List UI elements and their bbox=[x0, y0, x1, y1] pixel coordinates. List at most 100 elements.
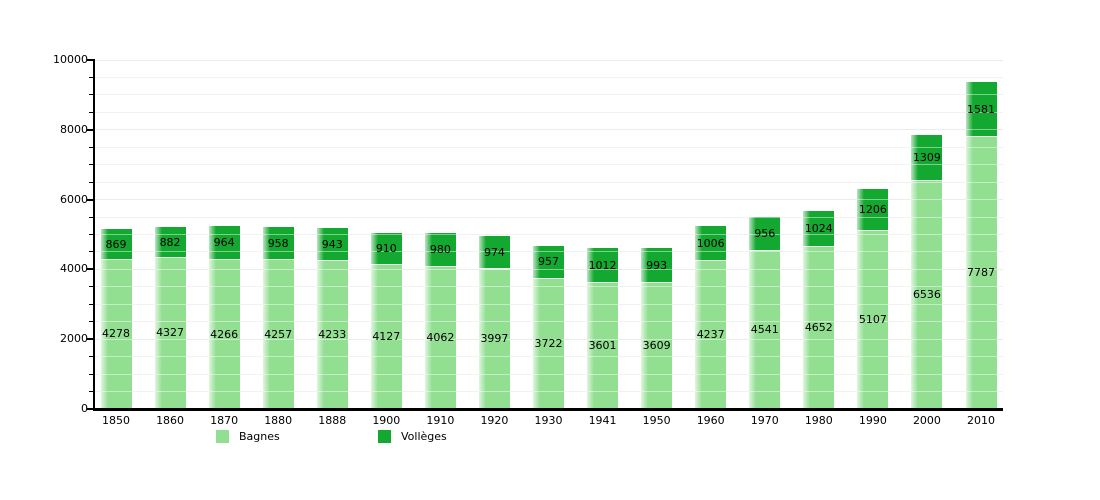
value-label-bagnes-1860: 4327 bbox=[156, 326, 185, 340]
value-label-volleges-1970: 956 bbox=[754, 226, 776, 240]
bar-1870-bagnes bbox=[208, 260, 240, 409]
gridline-overlay-3000 bbox=[95, 303, 1003, 305]
gridline-8000 bbox=[95, 129, 1003, 131]
x-tick-label-1850: 1850 bbox=[102, 414, 130, 427]
bar-1990-volleges bbox=[857, 188, 889, 231]
bar-1880-bagnes bbox=[262, 260, 294, 409]
value-label-volleges-1941: 1012 bbox=[588, 258, 617, 272]
value-label-volleges-1920: 974 bbox=[483, 245, 505, 259]
gridline-overlay-7500 bbox=[95, 146, 1003, 148]
y-tick-label-4000: 4000 bbox=[60, 262, 88, 276]
bar-1850-bagnes bbox=[100, 259, 132, 409]
gridline-8500 bbox=[95, 111, 1003, 113]
gridline-7000 bbox=[95, 164, 1003, 166]
gridline-overlay-1500 bbox=[95, 356, 1003, 358]
value-label-volleges-1870: 964 bbox=[213, 236, 235, 250]
y-axis-tick-500 bbox=[89, 391, 95, 393]
bar-1850-volleges bbox=[100, 229, 132, 260]
x-axis-line bbox=[93, 408, 1003, 411]
gridline-5000 bbox=[95, 234, 1003, 235]
y-axis-line bbox=[93, 60, 95, 410]
bar-1930-bagnes bbox=[533, 279, 564, 409]
gridline-overlay-2000 bbox=[95, 338, 1003, 340]
gridline-overlay-1000 bbox=[95, 373, 1003, 375]
value-label-volleges-1850: 869 bbox=[105, 237, 127, 251]
y-axis-tick-5000 bbox=[89, 234, 95, 235]
bar-1870-volleges bbox=[208, 226, 240, 261]
x-tick-label-1930: 1930 bbox=[534, 414, 563, 427]
bar-1960-volleges bbox=[695, 226, 727, 262]
value-label-bagnes-1850: 4278 bbox=[102, 327, 130, 341]
bar-1941-volleges bbox=[587, 248, 619, 284]
bar-1910-volleges bbox=[424, 233, 456, 268]
value-label-bagnes-1960: 4237 bbox=[696, 328, 725, 342]
y-tick-label-6000: 6000 bbox=[60, 192, 88, 206]
y-axis-tick-7000 bbox=[89, 164, 95, 166]
bar-1910-bagnes bbox=[424, 267, 456, 409]
value-label-bagnes-1970: 4541 bbox=[750, 322, 779, 336]
value-label-volleges-1950: 993 bbox=[646, 258, 668, 272]
gridline-overlay-8000 bbox=[95, 129, 1003, 131]
legend-label-volleges: Vollèges bbox=[401, 430, 447, 443]
gridline-overlay-10000 bbox=[95, 59, 1003, 61]
value-label-bagnes-1920: 3997 bbox=[480, 332, 509, 346]
value-label-bagnes-1870: 4266 bbox=[210, 327, 239, 341]
value-label-bagnes-1880: 4257 bbox=[264, 327, 293, 341]
x-tick-label-1980: 1980 bbox=[804, 414, 833, 427]
bar-1860-volleges bbox=[154, 227, 186, 258]
y-axis-tick-6500 bbox=[89, 181, 95, 183]
gridline-9500 bbox=[95, 76, 1003, 78]
gridline-overlay-5500 bbox=[95, 216, 1003, 218]
y-axis-tick-9000 bbox=[89, 94, 95, 96]
bar-1860-bagnes bbox=[154, 257, 186, 409]
gridline-5500 bbox=[95, 216, 1003, 218]
value-label-volleges-2010: 1581 bbox=[967, 102, 995, 116]
x-tick-label-2000: 2000 bbox=[912, 414, 941, 427]
y-axis-tick-2500 bbox=[89, 321, 95, 323]
gridline-overlay-500 bbox=[95, 391, 1003, 393]
value-label-volleges-1860: 882 bbox=[159, 235, 181, 249]
gridline-overlay-6000 bbox=[95, 199, 1003, 201]
y-axis-tick-8000 bbox=[87, 128, 95, 131]
bar-1960-bagnes bbox=[695, 261, 727, 409]
bar-1880-volleges bbox=[262, 226, 294, 261]
x-tick-label-1990: 1990 bbox=[858, 414, 887, 427]
value-label-volleges-1930: 957 bbox=[538, 255, 559, 269]
gridline-overlay-3500 bbox=[95, 286, 1003, 288]
y-axis-tick-4500 bbox=[89, 251, 95, 253]
value-label-bagnes-1980: 4652 bbox=[804, 320, 833, 334]
bar-1950-bagnes bbox=[641, 283, 673, 409]
value-label-bagnes-1910: 4062 bbox=[426, 331, 455, 345]
gridline-7500 bbox=[95, 146, 1003, 148]
bar-1930-volleges bbox=[533, 245, 564, 280]
bar-2000-volleges bbox=[911, 135, 943, 181]
bar-1941-bagnes bbox=[587, 283, 619, 409]
bar-1900-volleges bbox=[370, 233, 402, 265]
x-tick-label-1870: 1870 bbox=[210, 414, 239, 427]
x-tick-label-1941: 1941 bbox=[588, 414, 617, 427]
value-label-bagnes-2000: 6536 bbox=[912, 287, 941, 301]
gridline-overlay-5000 bbox=[95, 234, 1003, 235]
y-axis-tick-4000 bbox=[87, 268, 95, 271]
y-tick-label-8000: 8000 bbox=[60, 122, 88, 136]
x-tick-label-1900: 1900 bbox=[372, 414, 401, 427]
y-axis-tick-1500 bbox=[89, 356, 95, 358]
y-axis-tick-7500 bbox=[89, 146, 95, 148]
value-label-bagnes-1990: 5107 bbox=[858, 312, 887, 326]
x-tick-label-2010: 2010 bbox=[967, 414, 995, 427]
value-label-volleges-1910: 980 bbox=[429, 243, 451, 257]
value-label-bagnes-1930: 3722 bbox=[534, 337, 563, 351]
bar-1970-bagnes bbox=[749, 250, 781, 409]
gridline-overlay-7000 bbox=[95, 164, 1003, 166]
bar-1950-volleges bbox=[641, 248, 673, 284]
gridline-overlay-9500 bbox=[95, 76, 1003, 78]
x-tick-label-1880: 1880 bbox=[264, 414, 293, 427]
bar-1980-volleges bbox=[803, 210, 835, 247]
y-axis-tick-3500 bbox=[89, 286, 95, 288]
gridline-overlay-8500 bbox=[95, 111, 1003, 113]
value-label-volleges-1880: 958 bbox=[267, 236, 289, 250]
gridline-overlay-6500 bbox=[95, 181, 1003, 183]
x-tick-label-1920: 1920 bbox=[480, 414, 509, 427]
y-axis-tick-1000 bbox=[89, 373, 95, 375]
value-label-bagnes-1900: 4127 bbox=[372, 329, 401, 343]
